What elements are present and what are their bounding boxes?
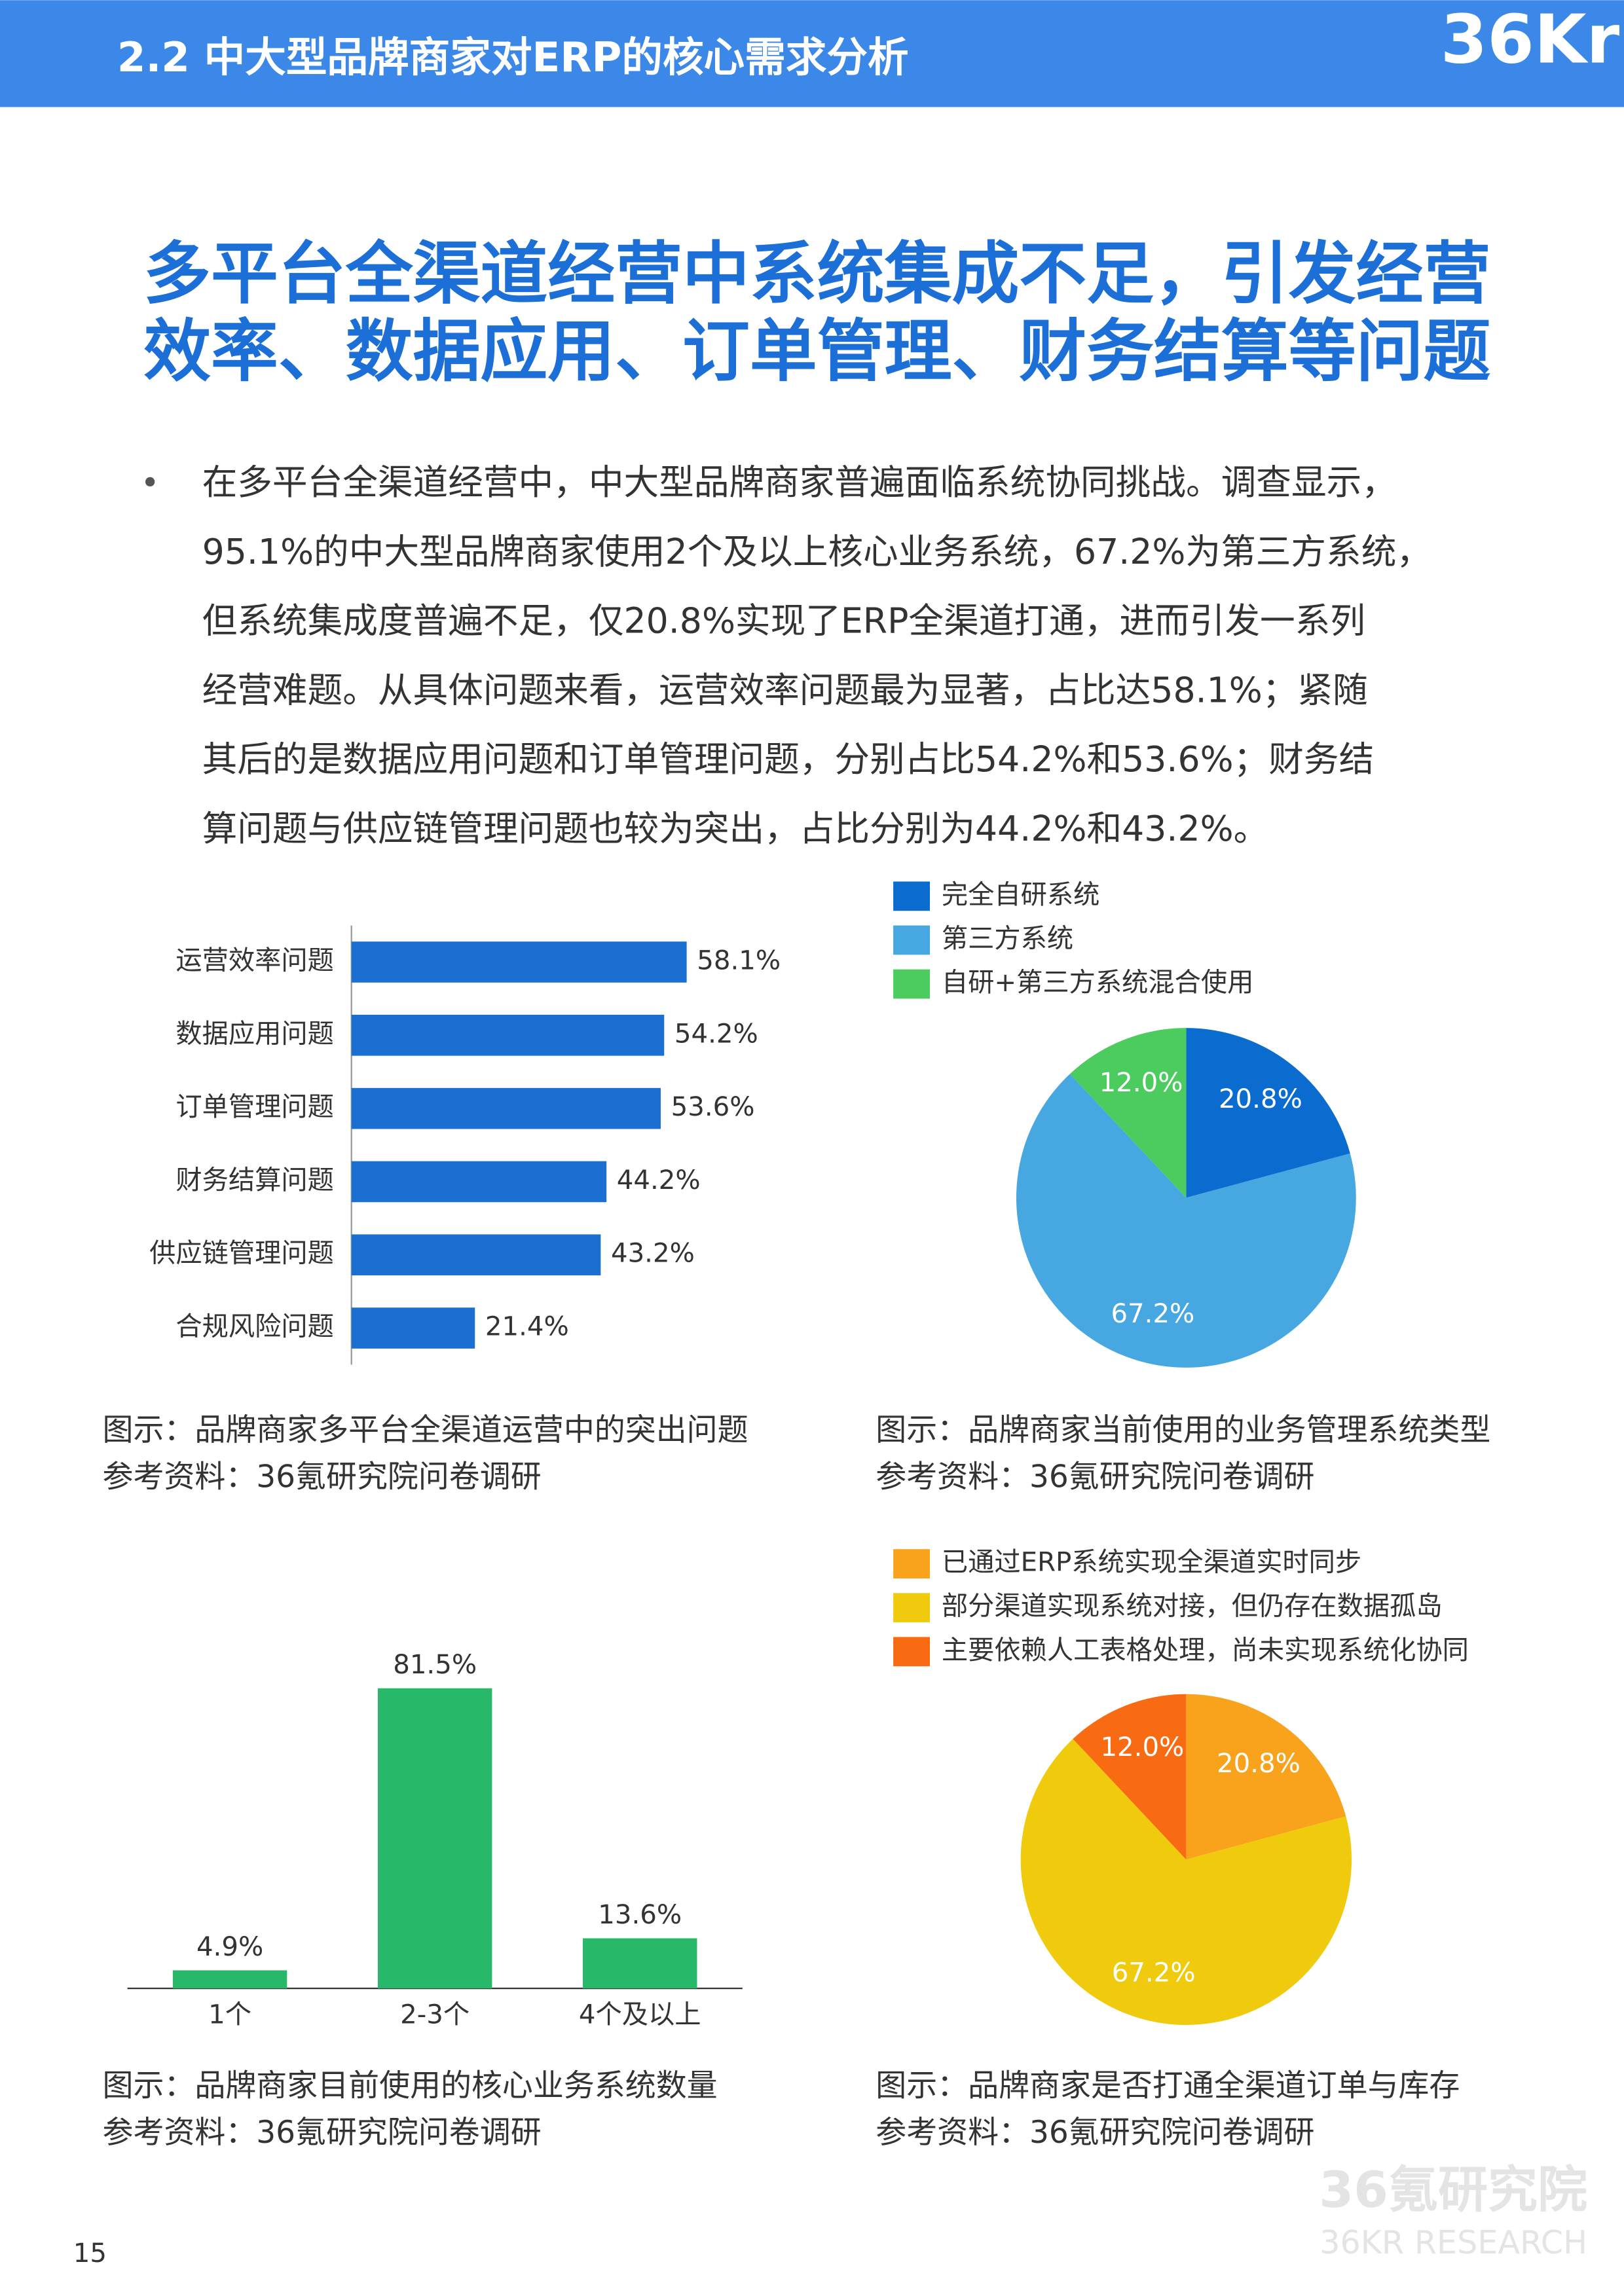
value-label: 4.9%	[196, 1932, 263, 1962]
value-label: 20.8%	[1219, 1084, 1302, 1114]
paragraph-line: 在多平台全渠道经营中，中大型品牌商家普遍面临系统协同挑战。调查显示，	[202, 462, 1397, 503]
legend-label: 部分渠道实现系统对接，但仍存在数据孤岛	[942, 1592, 1443, 1622]
legend-label: 第三方系统	[942, 924, 1073, 954]
source: 参考资料：36氪研究院问卷调研	[876, 2115, 1314, 2151]
legend-swatch	[893, 881, 931, 911]
value-label: 81.5%	[393, 1650, 477, 1680]
paragraph-line: 但系统集成度普遍不足，仅20.8%实现了ERP全渠道打通，进而引发一系列	[202, 600, 1365, 642]
bar	[351, 941, 687, 983]
legend-swatch	[893, 1593, 931, 1623]
headline: 多平台全渠道经营中系统集成不足，引发经营	[143, 235, 1490, 313]
watermark-en: 36KR RESEARCH	[1320, 2223, 1587, 2261]
value-label: 43.2%	[611, 1239, 695, 1269]
legend-swatch	[893, 969, 931, 999]
bar	[351, 1015, 665, 1056]
header-title: 2.2 中大型品牌商家对ERP的核心需求分析	[117, 33, 909, 81]
legend-swatch	[893, 925, 931, 955]
bar	[351, 1161, 607, 1203]
legend-swatch	[893, 1549, 931, 1578]
value-label: 53.6%	[671, 1092, 755, 1122]
legend-label: 已通过ERP系统实现全渠道实时同步	[942, 1548, 1361, 1578]
legend-swatch	[893, 1637, 931, 1667]
pie-slice	[1073, 1694, 1187, 1860]
paragraph-line: 经营难题。从具体问题来看，运营效率问题最为显著，占比达58.1%；紧随	[202, 669, 1368, 710]
logo: 36Kr	[1441, 1, 1620, 79]
category-label: 数据应用问题	[175, 1019, 334, 1049]
bar	[172, 1970, 287, 1989]
legend-label: 完全自研系统	[942, 880, 1100, 910]
legend-label: 自研+第三方系统混合使用	[942, 968, 1253, 998]
value-label: 67.2%	[1112, 1958, 1196, 1988]
pie-slice	[1186, 1694, 1346, 1860]
paragraph-line: 其后的是数据应用问题和订单管理问题，分别占比54.2%和53.6%；财务结	[202, 738, 1375, 780]
pie-slice	[1069, 1028, 1187, 1198]
category-label: 合规风险问题	[175, 1312, 334, 1342]
pie-slice	[1016, 1074, 1356, 1368]
source: 参考资料：36氪研究院问卷调研	[876, 1459, 1314, 1495]
bullet: •	[141, 464, 160, 501]
source: 参考资料：36氪研究院问卷调研	[103, 2115, 542, 2151]
source: 参考资料：36氪研究院问卷调研	[103, 1459, 542, 1495]
caption: 图示：品牌商家多平台全渠道运营中的突出问题	[103, 1412, 748, 1448]
value-label: 12.0%	[1099, 1068, 1183, 1098]
category-label: 财务结算问题	[175, 1165, 334, 1195]
caption: 图示：品牌商家目前使用的核心业务系统数量	[103, 2068, 718, 2104]
category-label: 供应链管理问题	[149, 1239, 334, 1269]
bar	[351, 1307, 475, 1349]
value-label: 12.0%	[1100, 1732, 1184, 1762]
bar	[351, 1234, 601, 1276]
header-bar	[0, 0, 1624, 107]
watermark: 36氪研究院	[1319, 2160, 1587, 2219]
page-number: 15	[73, 2238, 107, 2269]
category-label: 4个及以上	[579, 2000, 701, 2030]
value-label: 13.6%	[598, 1900, 682, 1930]
bar	[583, 1938, 697, 1989]
value-label: 44.2%	[617, 1165, 701, 1195]
category-label: 2-3个	[400, 2000, 470, 2030]
paragraph-line: 95.1%的中大型品牌商家使用2个及以上核心业务系统，67.2%为第三方系统，	[202, 531, 1431, 572]
pie-slice	[1020, 1739, 1352, 2026]
category-label: 订单管理问题	[175, 1092, 334, 1122]
value-label: 58.1%	[697, 945, 781, 975]
pie-slice	[1186, 1028, 1350, 1198]
paragraph-line: 算问题与供应链管理问题也较为突出，占比分别为44.2%和43.2%。	[202, 808, 1269, 849]
legend-label: 主要依赖人工表格处理，尚未实现系统化协同	[942, 1635, 1469, 1666]
value-label: 20.8%	[1217, 1749, 1301, 1779]
value-label: 54.2%	[674, 1019, 758, 1049]
caption: 图示：品牌商家是否打通全渠道订单与库存	[876, 2068, 1460, 2104]
category-label: 1个	[208, 2000, 251, 2030]
caption: 图示：品牌商家当前使用的业务管理系统类型	[876, 1412, 1490, 1448]
bar	[377, 1688, 492, 1989]
headline: 效率、数据应用、订单管理、财务结算等问题	[143, 313, 1490, 391]
category-label: 运营效率问题	[175, 945, 334, 975]
bar	[351, 1087, 661, 1129]
value-label: 21.4%	[485, 1312, 569, 1342]
value-label: 67.2%	[1111, 1299, 1194, 1329]
